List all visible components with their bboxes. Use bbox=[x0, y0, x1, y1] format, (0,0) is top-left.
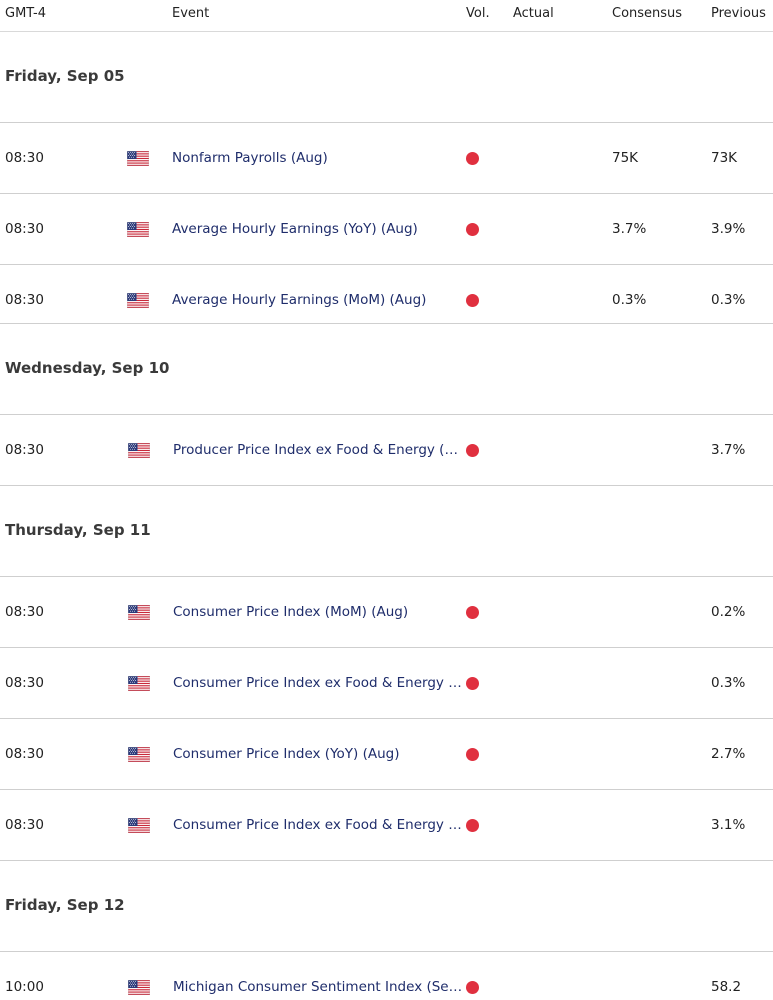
day-heading: Friday, Sep 05 bbox=[5, 67, 125, 85]
consensus-value: 0.3% bbox=[612, 292, 647, 308]
event-name[interactable]: Average Hourly Earnings (MoM) (Aug) bbox=[172, 292, 427, 308]
previous-value: 58.2 bbox=[711, 979, 742, 995]
divider bbox=[0, 860, 773, 861]
event-time: 08:30 bbox=[5, 675, 44, 691]
previous-value: 3.9% bbox=[711, 221, 746, 237]
divider bbox=[0, 122, 773, 123]
previous-value: 0.3% bbox=[711, 292, 746, 308]
us-flag-icon bbox=[128, 443, 150, 458]
consensus-value: 75K bbox=[612, 150, 639, 166]
event-name[interactable]: Average Hourly Earnings (YoY) (Aug) bbox=[172, 221, 418, 237]
event-time: 10:00 bbox=[5, 979, 44, 995]
previous-value: 0.2% bbox=[711, 604, 746, 620]
event-time: 08:30 bbox=[5, 817, 44, 833]
divider bbox=[0, 718, 773, 719]
high-volatility-icon bbox=[466, 981, 479, 994]
us-flag-icon bbox=[128, 676, 150, 691]
event-time: 08:30 bbox=[5, 292, 44, 308]
high-volatility-icon bbox=[466, 606, 479, 619]
event-row[interactable]: 08:30 Average Hourly Earnings (MoM) (Aug… bbox=[0, 265, 773, 335]
high-volatility-icon bbox=[466, 152, 479, 165]
day-heading: Thursday, Sep 11 bbox=[5, 521, 151, 539]
event-row[interactable]: 08:30 Average Hourly Earnings (YoY) (Aug… bbox=[0, 194, 773, 264]
high-volatility-icon bbox=[466, 294, 479, 307]
event-time: 08:30 bbox=[5, 746, 44, 762]
event-name[interactable]: Producer Price Index ex Food & Energy (Y… bbox=[173, 442, 464, 458]
divider bbox=[0, 576, 773, 577]
event-name[interactable]: Michigan Consumer Sentiment Index (Se… bbox=[173, 979, 463, 995]
actual-column-header: Actual bbox=[513, 6, 554, 21]
event-row[interactable]: 08:30 Nonfarm Payrolls (Aug) 75K 73K bbox=[0, 123, 773, 193]
event-row[interactable]: 08:30 Consumer Price Index (MoM) (Aug) 0… bbox=[0, 577, 773, 647]
event-name[interactable]: Consumer Price Index ex Food & Energy (… bbox=[173, 675, 464, 691]
event-row[interactable]: 08:30 Producer Price Index ex Food & Ene… bbox=[0, 415, 773, 485]
divider bbox=[0, 485, 773, 486]
event-time: 08:30 bbox=[5, 442, 44, 458]
high-volatility-icon bbox=[466, 444, 479, 457]
high-volatility-icon bbox=[466, 223, 479, 236]
vol-column-header: Vol. bbox=[466, 6, 490, 21]
event-column-header: Event bbox=[172, 6, 210, 21]
event-row[interactable]: 08:30 Consumer Price Index ex Food & Ene… bbox=[0, 790, 773, 860]
event-time: 08:30 bbox=[5, 150, 44, 166]
event-row[interactable]: 08:30 Consumer Price Index (YoY) (Aug) 2… bbox=[0, 719, 773, 789]
divider bbox=[0, 323, 773, 324]
event-time: 08:30 bbox=[5, 604, 44, 620]
divider bbox=[0, 789, 773, 790]
high-volatility-icon bbox=[466, 748, 479, 761]
previous-value: 0.3% bbox=[711, 675, 746, 691]
divider bbox=[0, 414, 773, 415]
previous-value: 3.7% bbox=[711, 442, 746, 458]
day-heading: Wednesday, Sep 10 bbox=[5, 359, 170, 377]
timezone-label[interactable]: GMT-4 bbox=[5, 6, 46, 21]
divider bbox=[0, 647, 773, 648]
consensus-value: 3.7% bbox=[612, 221, 647, 237]
us-flag-icon bbox=[127, 293, 149, 308]
event-time: 08:30 bbox=[5, 221, 44, 237]
us-flag-icon bbox=[128, 818, 150, 833]
previous-value: 3.1% bbox=[711, 817, 746, 833]
us-flag-icon bbox=[127, 222, 149, 237]
day-heading: Friday, Sep 12 bbox=[5, 896, 125, 914]
event-row[interactable]: 10:00 Michigan Consumer Sentiment Index … bbox=[0, 952, 773, 1000]
divider bbox=[0, 951, 773, 952]
event-name[interactable]: Consumer Price Index (YoY) (Aug) bbox=[173, 746, 400, 762]
us-flag-icon bbox=[128, 605, 150, 620]
divider bbox=[0, 193, 773, 194]
event-row[interactable]: 08:30 Consumer Price Index ex Food & Ene… bbox=[0, 648, 773, 718]
previous-value: 73K bbox=[711, 150, 738, 166]
us-flag-icon bbox=[127, 151, 149, 166]
previous-value: 2.7% bbox=[711, 746, 746, 762]
high-volatility-icon bbox=[466, 819, 479, 832]
us-flag-icon bbox=[128, 747, 150, 762]
divider bbox=[0, 264, 773, 265]
calendar-header: GMT-4 Event Vol. Actual Consensus Previo… bbox=[0, 0, 773, 32]
previous-column-header: Previous bbox=[711, 6, 766, 21]
consensus-column-header: Consensus bbox=[612, 6, 683, 21]
high-volatility-icon bbox=[466, 677, 479, 690]
event-name[interactable]: Consumer Price Index ex Food & Energy (… bbox=[173, 817, 464, 833]
event-name[interactable]: Consumer Price Index (MoM) (Aug) bbox=[173, 604, 409, 620]
event-name[interactable]: Nonfarm Payrolls (Aug) bbox=[172, 150, 328, 166]
us-flag-icon bbox=[128, 980, 150, 995]
